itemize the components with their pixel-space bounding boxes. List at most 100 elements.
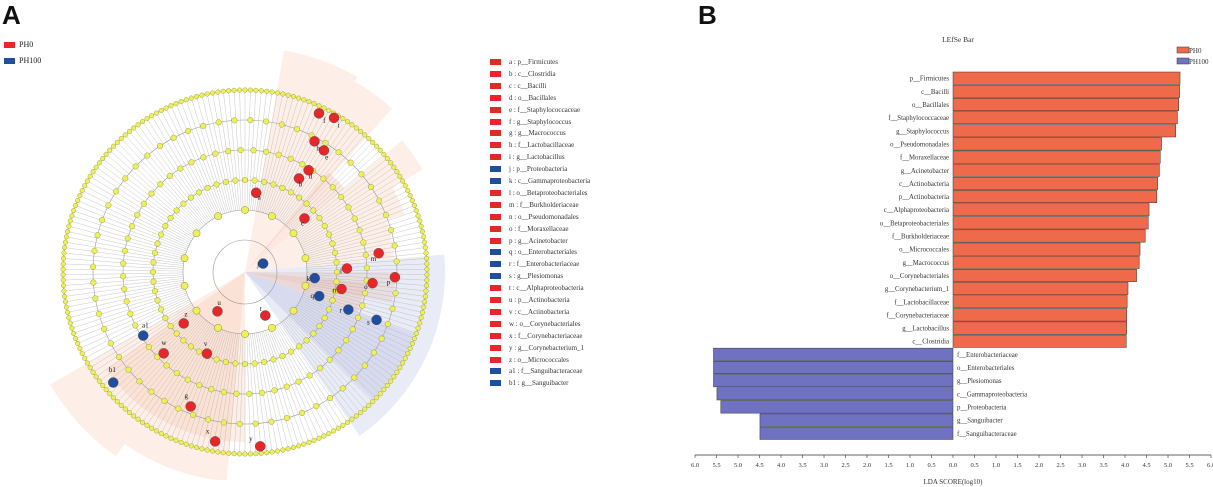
x-tick-label: 3.5 bbox=[1099, 462, 1107, 469]
leaf-node bbox=[90, 169, 96, 175]
taxon-node bbox=[288, 348, 295, 355]
clade-key-swatch bbox=[490, 368, 501, 375]
bar-o__Micrococcales bbox=[952, 242, 1141, 256]
highlight-sector-ph0 bbox=[124, 272, 245, 480]
taxon-node bbox=[261, 358, 268, 365]
taxon-node bbox=[222, 358, 229, 365]
clade-node-label-y: y bbox=[249, 435, 253, 443]
cladogram-branch bbox=[306, 274, 427, 281]
leaf-node bbox=[269, 449, 275, 455]
cladogram-branch bbox=[293, 310, 388, 386]
taxon-node bbox=[310, 207, 317, 214]
clade-key-label: d : o__Bacillales bbox=[509, 93, 557, 102]
cladogram-branch bbox=[191, 98, 227, 213]
taxon-node bbox=[351, 215, 358, 222]
clade-key-swatch bbox=[490, 225, 501, 232]
taxon-node bbox=[105, 202, 112, 209]
taxon-node bbox=[347, 159, 354, 166]
phylum-node bbox=[192, 306, 201, 315]
taxon-node bbox=[270, 181, 277, 188]
clade-key-l: l : o__Betaproteobacteriales bbox=[490, 187, 588, 199]
cladogram-branch bbox=[275, 326, 334, 432]
x-tick-label: 1.0 bbox=[992, 462, 1000, 469]
leaf-node bbox=[370, 399, 376, 405]
clade-node-label-b1: b1 bbox=[109, 366, 117, 374]
taxon-node bbox=[107, 340, 114, 347]
highlight-sector-ph0 bbox=[50, 272, 245, 457]
leaf-node bbox=[353, 125, 359, 131]
leaf-node bbox=[423, 255, 429, 261]
clade-key-b: b : c__Clostridia bbox=[490, 68, 556, 80]
leaf-node bbox=[69, 213, 75, 219]
cladogram-branch bbox=[99, 162, 196, 235]
leaf-node bbox=[153, 110, 159, 116]
taxon-node bbox=[333, 278, 340, 285]
cladogram-branch bbox=[146, 324, 212, 426]
cladogram-branch bbox=[133, 320, 208, 417]
clade-key-label: o : f__Moraxellaceae bbox=[509, 224, 569, 233]
clade-node-d bbox=[303, 164, 314, 176]
clade-node-m bbox=[373, 247, 384, 259]
leaf-node bbox=[296, 443, 302, 449]
phylum-node bbox=[180, 254, 189, 263]
leaf-node bbox=[394, 369, 400, 375]
leaf-node bbox=[258, 88, 264, 94]
taxon-node bbox=[310, 330, 317, 337]
taxon-node bbox=[154, 297, 161, 304]
bar-c__Gammaproteobacteria bbox=[716, 387, 954, 401]
clade-key-label: e : f__Staphylococcaceae bbox=[509, 105, 581, 114]
cladogram-branch bbox=[306, 242, 425, 263]
leaf-node bbox=[163, 105, 169, 111]
taxon-node bbox=[362, 252, 369, 259]
taxon-node bbox=[150, 278, 157, 285]
clade-node-label-s: s bbox=[367, 318, 370, 326]
bar-label-o__Betaproteobacteriales: o__Betaproteobacteriales bbox=[880, 220, 949, 227]
taxon-node bbox=[278, 121, 285, 128]
cladogram-branch bbox=[156, 112, 215, 218]
bar-label-c__Actinobacteria: c__Actinobacteria bbox=[899, 181, 949, 188]
leaf-node bbox=[242, 451, 248, 457]
leaf-node bbox=[66, 223, 72, 229]
leaf-node bbox=[419, 309, 425, 315]
leaf-node bbox=[75, 341, 81, 347]
taxon-node bbox=[393, 258, 400, 265]
leaf-node bbox=[220, 88, 226, 94]
leaf-node bbox=[61, 255, 67, 261]
bar-label-f__Lactobacillaceae: f__Lactobacillaceae bbox=[894, 299, 949, 306]
clade-key-a1: a1 : f__Sanguibacteraceae bbox=[490, 365, 582, 377]
leaf-node bbox=[158, 107, 164, 113]
taxon-node bbox=[208, 386, 215, 393]
clade-key-swatch bbox=[490, 297, 501, 303]
cladogram-branch bbox=[289, 314, 377, 398]
taxon-node bbox=[271, 387, 278, 394]
clade-key-swatch bbox=[490, 154, 501, 161]
taxon-node bbox=[157, 181, 164, 188]
leaf-node bbox=[423, 283, 429, 289]
clade-node-label-q: q bbox=[310, 292, 314, 300]
leaf-node bbox=[423, 250, 429, 256]
cladogram-branch bbox=[73, 210, 187, 252]
taxon-node bbox=[122, 175, 129, 182]
taxon-node bbox=[157, 231, 164, 238]
phylum-node bbox=[214, 212, 222, 220]
bar-label-p__Proteobacteria: p__Proteobacteria bbox=[957, 404, 1006, 411]
legend-ph0-swatch bbox=[4, 41, 15, 48]
taxon-node bbox=[157, 142, 164, 149]
x-tick-label: 1.0 bbox=[906, 462, 914, 469]
taxon-node bbox=[363, 264, 370, 271]
leaf-node bbox=[388, 160, 394, 166]
bar-c__Actinobacteria bbox=[952, 176, 1158, 190]
cladogram-branch bbox=[290, 313, 381, 394]
clade-node-a1 bbox=[137, 330, 149, 341]
clade-key-swatch bbox=[490, 320, 501, 327]
taxon-node bbox=[115, 353, 122, 360]
leaf-node bbox=[103, 151, 109, 157]
taxon-node bbox=[92, 295, 99, 302]
bar-label-f__Staphylococcaceae: f__Staphylococcaceae bbox=[888, 115, 949, 122]
leaf-node bbox=[61, 283, 67, 289]
cladogram-branch bbox=[285, 318, 365, 410]
leaf-node bbox=[419, 229, 425, 235]
leaf-node bbox=[418, 315, 424, 321]
clade-key-x: x : f__Corynebacteriaceae bbox=[490, 330, 582, 342]
bar-label-o__Micrococcales: o__Micrococcales bbox=[899, 247, 949, 254]
